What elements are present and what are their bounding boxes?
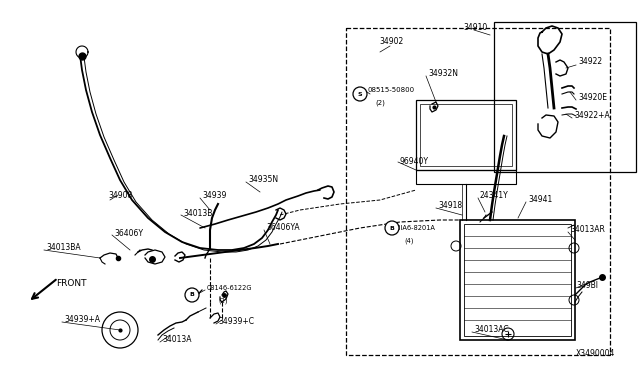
Text: 08146-6122G: 08146-6122G (207, 285, 253, 291)
Text: 34922+A: 34922+A (574, 112, 610, 121)
Bar (420, 104, 512, 166)
Text: 34935N: 34935N (248, 176, 278, 185)
Bar (346, 28, 610, 355)
Circle shape (185, 288, 199, 302)
Text: (2): (2) (375, 100, 385, 106)
Text: 08515-50800: 08515-50800 (367, 87, 414, 93)
Text: X3490004: X3490004 (576, 350, 616, 359)
Text: B: B (189, 292, 195, 298)
Text: 34918: 34918 (438, 202, 462, 211)
Text: 36406Y: 36406Y (114, 228, 143, 237)
Text: 36406YA: 36406YA (266, 224, 300, 232)
Text: 34922: 34922 (578, 58, 602, 67)
Text: 34013BA: 34013BA (46, 244, 81, 253)
Text: 34920E: 34920E (578, 93, 607, 103)
Text: S: S (358, 92, 362, 96)
Bar (460, 220, 575, 340)
Circle shape (385, 221, 399, 235)
Text: 34939+A: 34939+A (64, 315, 100, 324)
Text: 24341Y: 24341Y (480, 192, 509, 201)
Circle shape (353, 87, 367, 101)
Text: 34939+C: 34939+C (218, 317, 254, 327)
Text: 34908: 34908 (108, 190, 132, 199)
Text: (4): (4) (404, 238, 413, 244)
Bar (416, 100, 516, 170)
Text: FRONT: FRONT (56, 279, 86, 289)
Text: 34939: 34939 (202, 192, 227, 201)
Text: 34013AC: 34013AC (474, 326, 509, 334)
Bar (464, 224, 571, 336)
Bar (416, 170, 516, 184)
Text: 34941: 34941 (528, 196, 552, 205)
Text: 34902: 34902 (380, 38, 404, 46)
Text: 34932N: 34932N (428, 70, 458, 78)
Text: 34910: 34910 (464, 23, 488, 32)
Text: 08IA6-8201A: 08IA6-8201A (393, 225, 436, 231)
Text: 34013B: 34013B (183, 208, 212, 218)
Text: 96940Y: 96940Y (400, 157, 429, 167)
Text: (2): (2) (218, 298, 227, 304)
Text: 34013A: 34013A (162, 336, 191, 344)
Text: 349BI: 349BI (576, 280, 598, 289)
Bar (494, 22, 636, 172)
Text: 34013AR: 34013AR (570, 225, 605, 234)
Text: B: B (390, 225, 394, 231)
